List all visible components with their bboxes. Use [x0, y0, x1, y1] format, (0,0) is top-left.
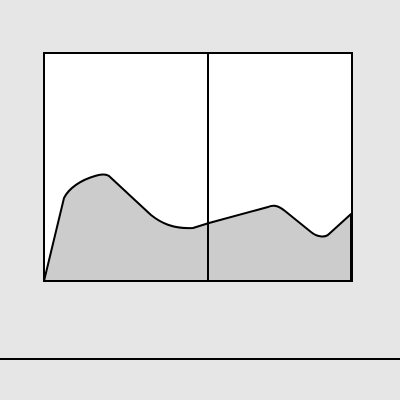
waveform-svg: [43, 52, 353, 282]
waveform-panel: [43, 52, 353, 282]
divider-line: [0, 358, 400, 360]
waveform-area: [43, 173, 352, 282]
